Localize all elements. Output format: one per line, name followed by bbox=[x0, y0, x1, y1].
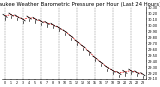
Title: Milwaukee Weather Barometric Pressure per Hour (Last 24 Hours): Milwaukee Weather Barometric Pressure pe… bbox=[0, 2, 160, 7]
